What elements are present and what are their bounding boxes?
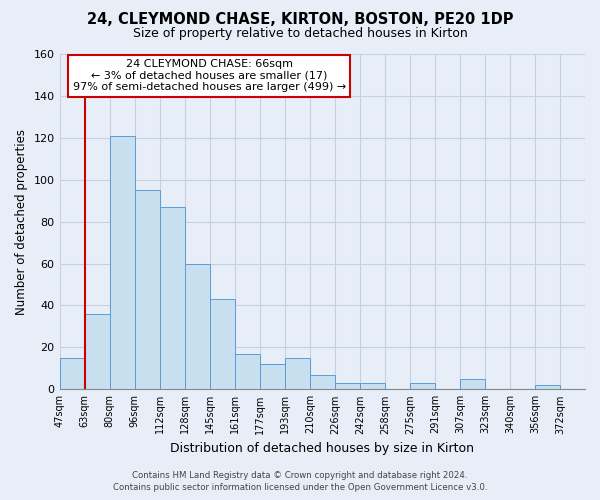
Bar: [460, 379, 485, 390]
Text: Contains HM Land Registry data © Crown copyright and database right 2024.
Contai: Contains HM Land Registry data © Crown c…: [113, 471, 487, 492]
Bar: [260, 364, 285, 390]
Bar: [160, 207, 185, 390]
Bar: [360, 383, 385, 390]
Text: 24 CLEYMOND CHASE: 66sqm
← 3% of detached houses are smaller (17)
97% of semi-de: 24 CLEYMOND CHASE: 66sqm ← 3% of detache…: [73, 59, 346, 92]
Y-axis label: Number of detached properties: Number of detached properties: [15, 128, 28, 314]
Bar: [410, 383, 435, 390]
X-axis label: Distribution of detached houses by size in Kirton: Distribution of detached houses by size …: [170, 442, 474, 455]
Text: 24, CLEYMOND CHASE, KIRTON, BOSTON, PE20 1DP: 24, CLEYMOND CHASE, KIRTON, BOSTON, PE20…: [87, 12, 513, 28]
Bar: [209, 299, 235, 390]
Bar: [85, 314, 110, 390]
Text: Size of property relative to detached houses in Kirton: Size of property relative to detached ho…: [133, 28, 467, 40]
Bar: [310, 374, 335, 390]
Bar: [134, 190, 160, 390]
Bar: [335, 383, 360, 390]
Bar: [235, 354, 260, 390]
Bar: [285, 358, 310, 390]
Bar: [110, 136, 134, 390]
Bar: [59, 358, 85, 390]
Bar: [185, 264, 209, 390]
Bar: [535, 385, 560, 390]
